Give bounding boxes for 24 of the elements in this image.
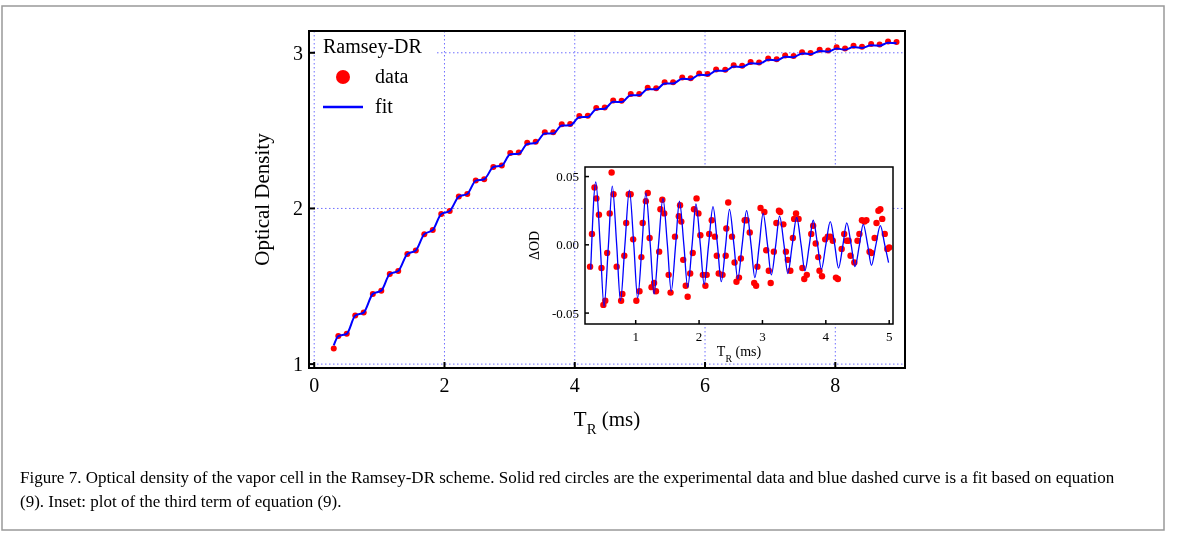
- x-tick-label: 3: [759, 329, 766, 344]
- x-tick-label: 6: [700, 374, 711, 396]
- x-axis-title: T$_{R}$ (ms): [716, 344, 762, 364]
- caption: Figure 7. Optical density of the vapor cell in the Ramsey-DR scheme. Solid red circles are the experimental data and blue dashed curve is a fit based on equation (9). Inset: plot of the third term of equation (9).: [20, 468, 1115, 511]
- x-tick-label: 2: [439, 374, 450, 396]
- x-tick-label: 1: [632, 329, 639, 344]
- x-axis-title: T$_{R}$ (ms): [573, 407, 641, 437]
- x-tick-label: 4: [569, 374, 580, 396]
- y-tick-label: 0.00: [556, 237, 579, 253]
- y-axis-title: ΔOD: [527, 230, 542, 261]
- y-tick-label: 0.05: [556, 169, 579, 185]
- y-tick-label: 3: [293, 41, 303, 64]
- x-tick-label: 4: [822, 329, 830, 344]
- x-tick-label: 0: [309, 374, 320, 396]
- y-tick-label: 2: [293, 197, 303, 220]
- legend-title: Ramsey-DR: [323, 35, 423, 58]
- y-tick-label: 1: [293, 353, 303, 376]
- x-tick-label: 5: [885, 329, 893, 344]
- legend-label: data: [375, 65, 409, 87]
- legend-label: fit: [375, 95, 394, 117]
- x-tick-label: 8: [830, 374, 841, 396]
- y-axis-title: Optical Density: [250, 132, 274, 266]
- x-tick-label: 2: [695, 329, 703, 344]
- y-tick-label: -0.05: [551, 305, 579, 321]
